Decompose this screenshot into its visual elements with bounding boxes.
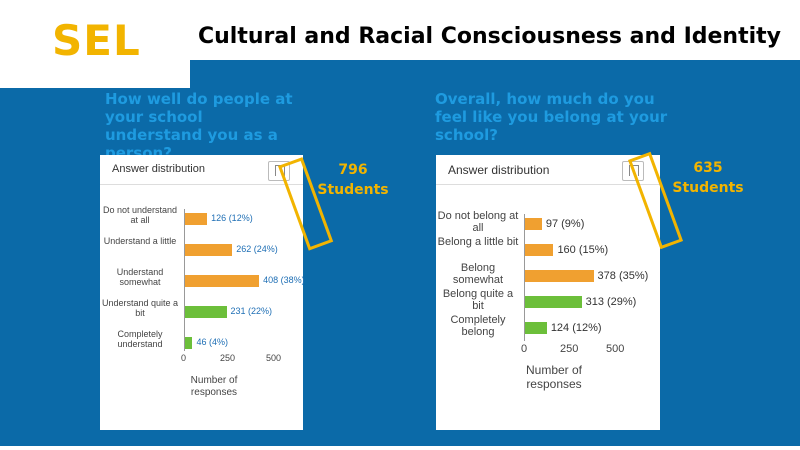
bar — [524, 218, 542, 230]
x-axis-label: Number of responses — [525, 363, 583, 391]
bar — [524, 270, 594, 282]
category-label: Understand quite a bit — [101, 298, 179, 318]
x-tick-label: 0 — [521, 343, 528, 355]
x-tick-label: 0 — [181, 353, 187, 363]
panel-header-label: Answer distribution — [448, 163, 550, 177]
question-1: How well do people at your school unders… — [105, 90, 293, 162]
question-2: Overall, how much do you feel like you b… — [435, 90, 668, 144]
x-tick-label: 500 — [266, 353, 282, 363]
category-label: Do not understand at all — [102, 205, 178, 225]
bar — [184, 244, 233, 256]
y-axis-line — [184, 209, 185, 351]
answer-panel-2: Answer distribution Do not belong at all… — [436, 155, 660, 430]
bar — [524, 244, 554, 256]
page-title: Cultural and Racial Consciousness and Id… — [198, 24, 781, 49]
bottom-strip — [0, 446, 800, 450]
logo-box — [10, 0, 190, 88]
sel-logo: SEL — [52, 16, 141, 65]
category-label: Understand somewhat — [116, 267, 164, 287]
value-label: 46 (4%) — [196, 337, 228, 347]
category-label: Belong a little bit — [437, 236, 519, 248]
category-label: Completely understand — [117, 329, 163, 349]
value-label: 378 (35%) — [597, 270, 649, 282]
bookmark-icon[interactable] — [268, 161, 290, 181]
y-axis-line — [524, 214, 525, 341]
bookmark-icon[interactable] — [622, 161, 644, 181]
student-count-2: 635 Students — [672, 160, 744, 196]
bar — [184, 306, 227, 318]
x-axis-label: Number of responses — [190, 375, 238, 398]
category-label: Completely belong — [450, 314, 506, 338]
value-label: 262 (24%) — [236, 244, 278, 254]
value-label: 124 (12%) — [550, 322, 602, 334]
category-label: Belong quite a bit — [442, 288, 514, 312]
category-label: Do not belong at all — [437, 210, 519, 234]
bar — [184, 213, 208, 225]
bar — [184, 337, 193, 349]
value-label: 126 (12%) — [211, 213, 253, 223]
x-tick-label: 250 — [220, 353, 236, 363]
bar — [524, 296, 582, 308]
panel-header: Answer distribution — [436, 155, 660, 185]
value-label: 97 (9%) — [545, 218, 585, 230]
value-label: 408 (38%) — [263, 275, 305, 285]
panel-header: Answer distribution — [100, 155, 303, 185]
value-label: 313 (29%) — [585, 296, 637, 308]
panel-header-label: Answer distribution — [112, 163, 205, 175]
x-tick-label: 250 — [560, 343, 579, 355]
category-label: Belong somewhat — [452, 262, 504, 286]
x-tick-label: 500 — [606, 343, 625, 355]
bar — [524, 322, 547, 334]
student-count-1: 796 Students — [317, 162, 389, 198]
value-label: 231 (22%) — [230, 306, 273, 316]
answer-panel-1: Answer distribution Do not understand at… — [100, 155, 305, 430]
category-label: Understand a little — [103, 236, 177, 246]
bar — [184, 275, 260, 287]
title-area — [190, 0, 800, 88]
value-label: 160 (15%) — [557, 244, 609, 256]
